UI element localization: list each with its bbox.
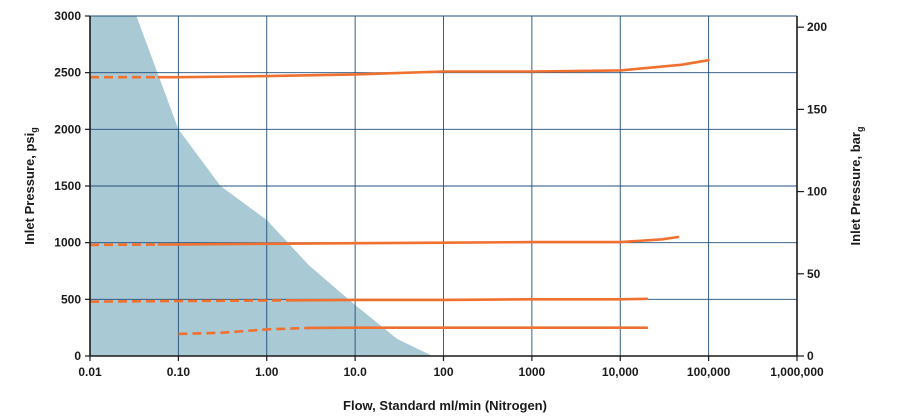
x-tick-label: 10.0 [343,365,367,379]
y-right-tick-label: 100 [807,185,827,199]
y-axis-right-title: Inlet Pressure, barg [848,127,865,246]
x-tick-label: 1000 [519,365,546,379]
x-tick-label: 0.10 [167,365,191,379]
y-left-tick-label: 3000 [54,9,81,23]
series-line [292,297,649,302]
y-left-tick-label: 2500 [54,66,81,80]
y-left-tick-label: 2000 [54,122,81,136]
x-tick-label: 1,000,000 [770,365,824,379]
tick-label-layer: 0.01 0.10 1.00 10.0 100 1000 10,000 100,000 1,00… [54,9,827,379]
y-right-tick-label: 200 [807,20,827,34]
y-right-tick-label: 50 [807,267,821,281]
series-line-dashed [178,326,309,336]
x-axis-title: Flow, Standard ml/min (Nitrogen) [343,398,547,413]
series-line [157,235,680,246]
series-line [157,58,710,79]
y-left-tick-label: 1000 [54,236,81,250]
y-left-tick-label: 0 [74,349,81,363]
series-layer [89,58,710,336]
y-axis-left-title-sub: g [29,127,39,133]
y-axis-left-title: Inlet Pressure, psig [22,127,39,245]
x-tick-label: 0.01 [78,365,102,379]
y-right-tick-label: 150 [807,102,827,116]
shaded-region-layer [90,16,433,356]
x-tick-label: 1.00 [255,365,279,379]
y-left-tick-label: 1500 [54,179,81,193]
y-axis-right-title-main: Inlet Pressure, bar [848,132,863,245]
axis-layer [85,15,804,361]
y-axis-left-title-main: Inlet Pressure, psi [22,133,37,245]
series-line-dashed [89,299,294,303]
shaded-region [90,16,433,356]
y-right-tick-label: 0 [807,349,814,363]
y-left-tick-label: 500 [61,292,81,306]
x-tick-label: 10,000 [602,365,639,379]
x-tick-label: 100 [433,365,453,379]
x-tick-label: 100,000 [687,365,731,379]
y-axis-right-title-sub: g [855,127,865,133]
